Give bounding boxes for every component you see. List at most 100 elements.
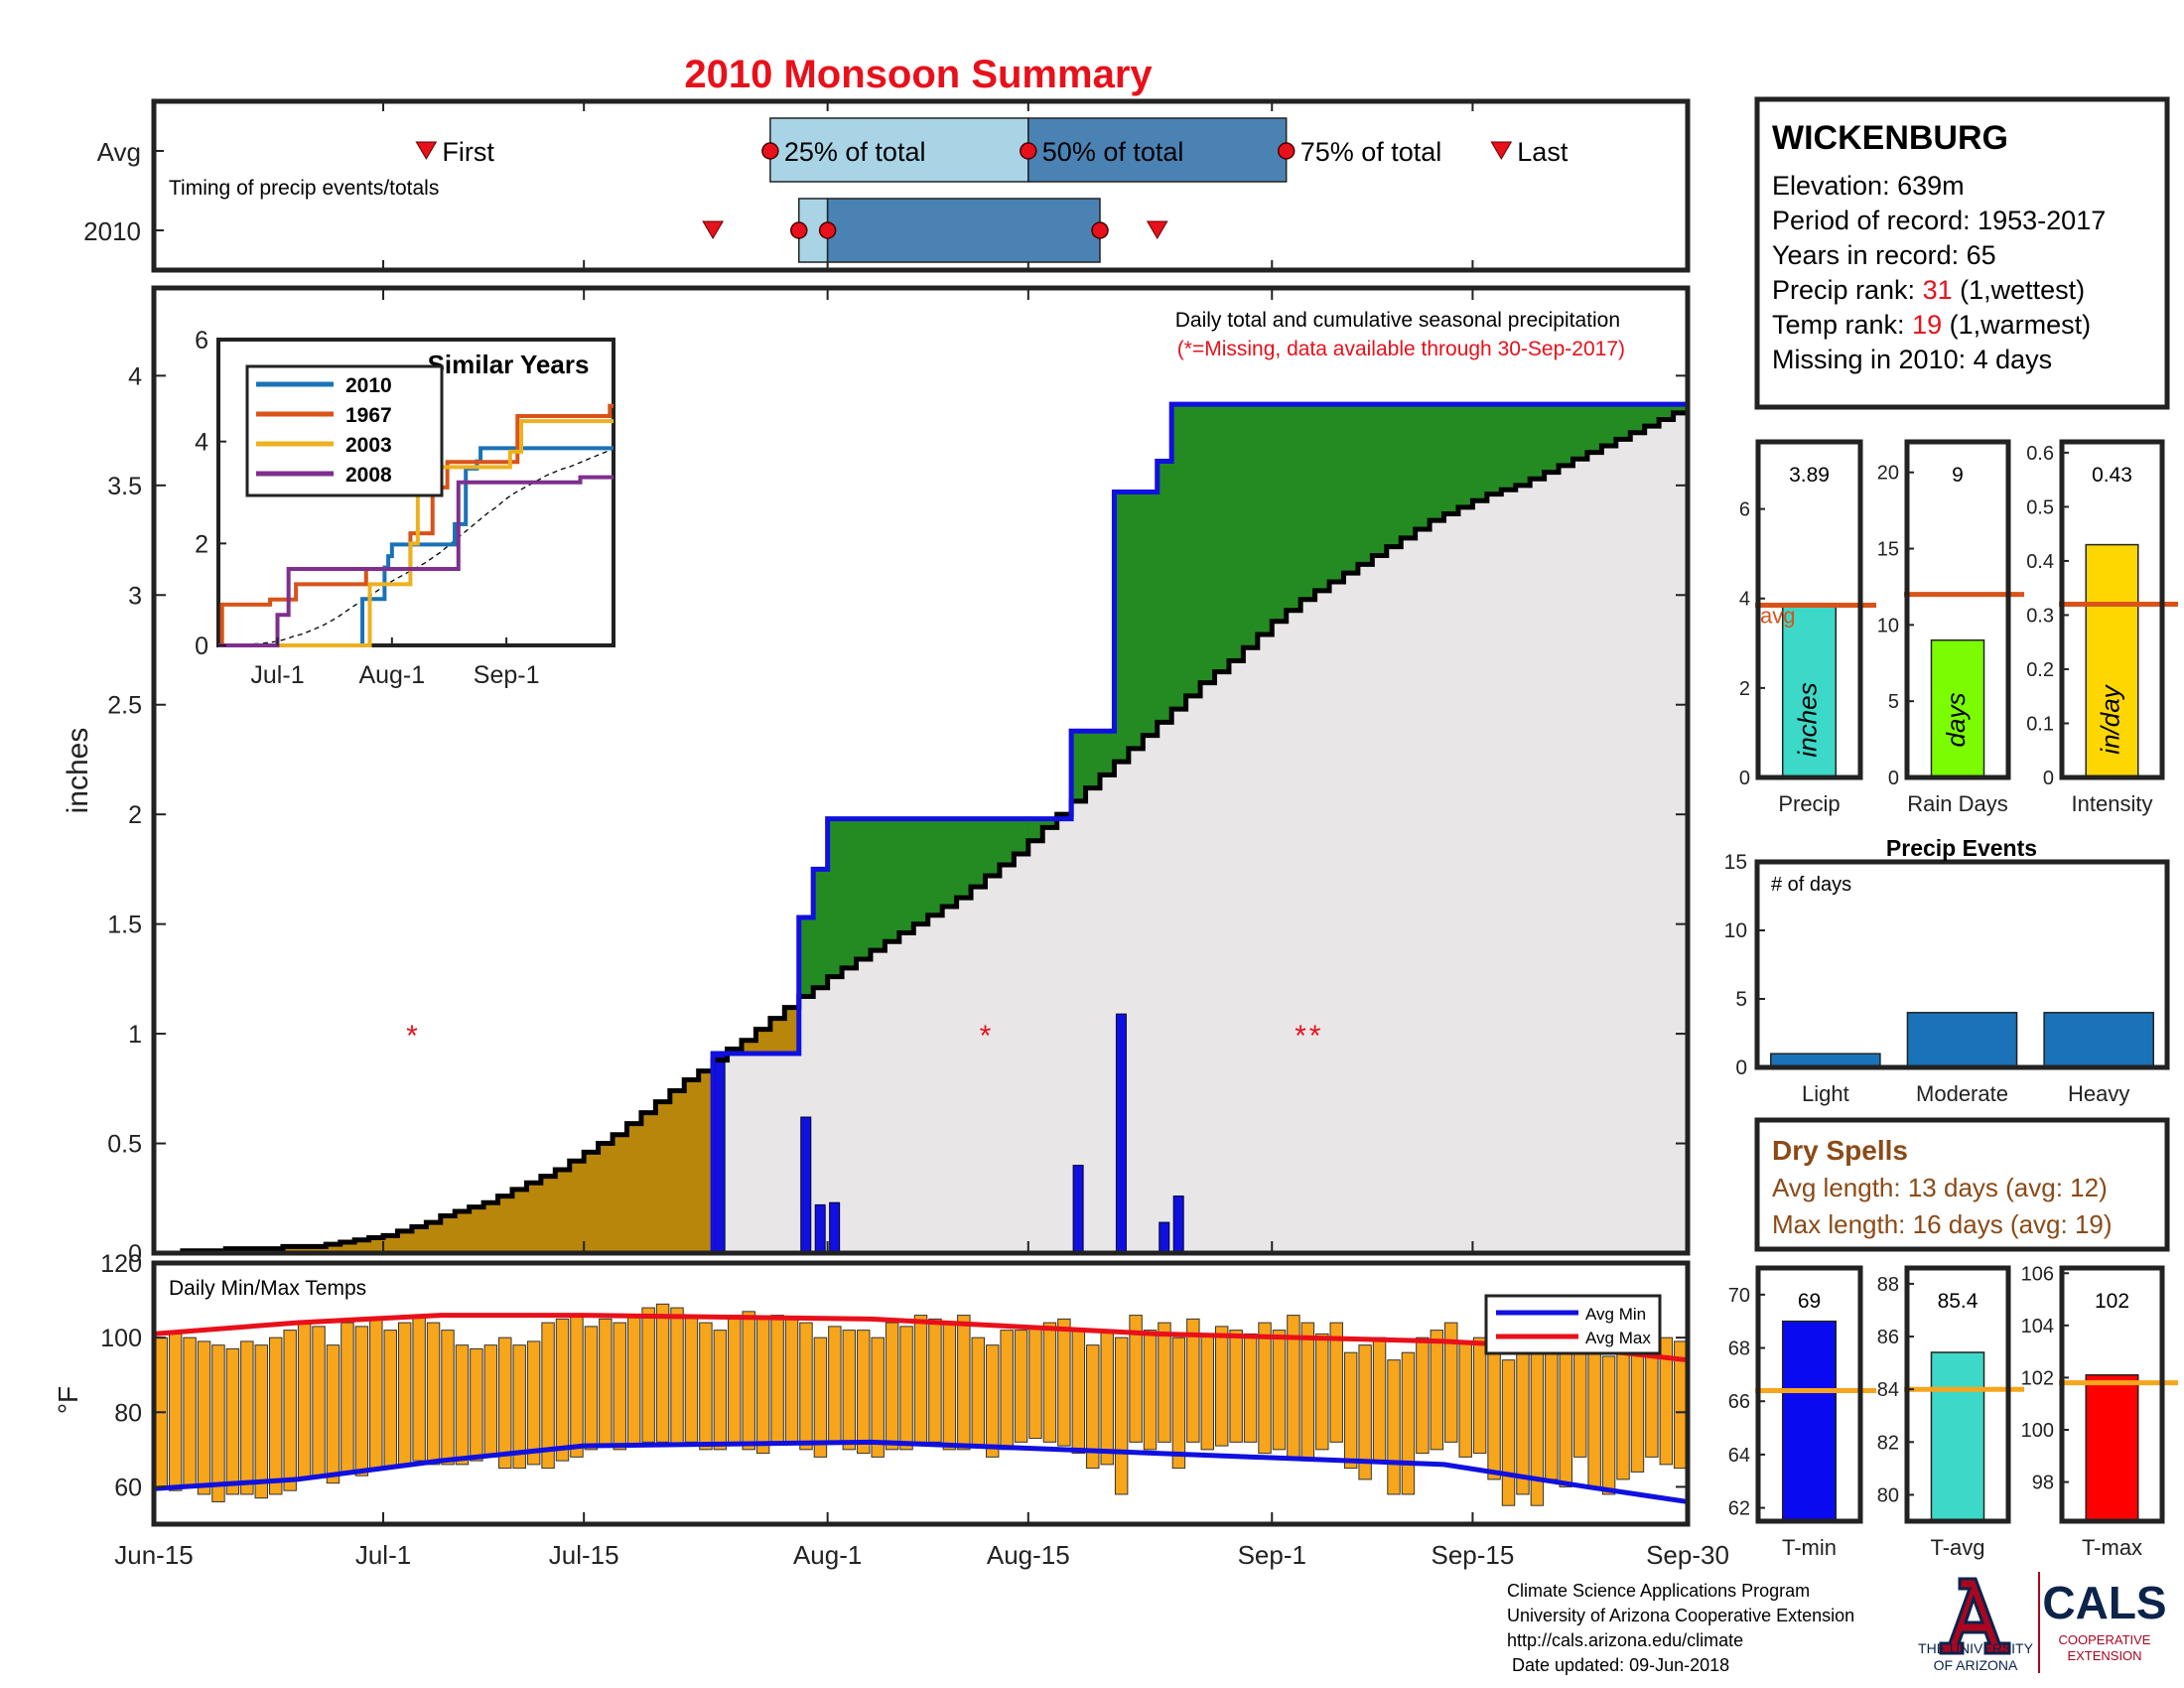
temp-range-bar	[613, 1322, 626, 1451]
daily-precip-bar	[829, 1201, 841, 1254]
temp-range-bar	[1186, 1318, 1200, 1443]
above-avg-fill	[1630, 404, 1646, 433]
stat-y-tick-label: 102	[2021, 1367, 2054, 1389]
below-fill	[1099, 774, 1116, 1253]
below-fill	[985, 876, 1001, 1253]
below-fill	[942, 906, 958, 1253]
below-fill	[1615, 439, 1631, 1254]
inset-x-tick-label: Sep-1	[474, 661, 540, 689]
temp-range-bar	[1114, 1336, 1129, 1495]
temp-range-bar	[383, 1330, 397, 1470]
university-of-arizona-logo: THE UNIVERSITY OF ARIZONA CALS COOPERATI…	[1918, 1572, 2167, 1673]
missing-marker: *	[980, 1020, 992, 1053]
stat-y-tick-label: 100	[2021, 1420, 2054, 1442]
temp-range-bar	[728, 1315, 742, 1447]
temp-range-bar	[713, 1330, 728, 1451]
temp-range-bar	[455, 1344, 470, 1466]
station-info-text: Precip rank:	[1772, 275, 1923, 305]
above-avg-fill	[1228, 404, 1244, 661]
stat-unit-label: inches	[1792, 682, 1822, 757]
temp-range-bar	[441, 1330, 455, 1466]
x-tick-label: Jun-15	[114, 1540, 194, 1570]
temp-range-bar	[1042, 1322, 1057, 1443]
missing-marker: *	[1309, 1020, 1321, 1053]
temp-range-bar	[225, 1347, 240, 1495]
below-avg-fill	[511, 1189, 528, 1253]
station-info-text: (1,warmest)	[1942, 310, 2091, 340]
row-label-2010: 2010	[83, 216, 141, 246]
above-avg-fill	[1214, 404, 1230, 672]
temp-range-bar	[957, 1315, 971, 1451]
temp-range-bar	[1545, 1344, 1559, 1480]
above-avg-fill	[1386, 404, 1402, 547]
y-axis-label: inches	[62, 728, 94, 814]
below-avg-fill	[426, 1222, 442, 1253]
below-fill	[1572, 459, 1588, 1253]
stat-frame	[1904, 1265, 2011, 1524]
temp-range-bar	[828, 1326, 842, 1443]
above-avg-fill	[1644, 404, 1660, 427]
temp-range-bar	[599, 1318, 613, 1447]
stat-bar	[1930, 638, 1985, 778]
temp-range-bar	[197, 1340, 211, 1495]
station-info-text: (1,wettest)	[1953, 275, 2086, 305]
below-avg-fill	[297, 1246, 313, 1253]
stat-frame	[1755, 439, 1863, 780]
temp-range-bar	[211, 1344, 225, 1502]
temp-range-bar	[1501, 1359, 1516, 1506]
similar-years-inset: 0 2 4 6 Jul-1 Aug-1 Sep-1 Similar Years 2010 1967…	[195, 327, 615, 689]
events-title: Precip Events	[1886, 835, 2037, 861]
above-avg-fill	[1185, 404, 1201, 696]
below-fill	[1559, 465, 1574, 1253]
above-avg-fill	[1014, 818, 1029, 854]
below-avg-fill	[555, 1170, 571, 1253]
below-avg-fill	[383, 1235, 399, 1253]
y-tick-label: 4	[128, 362, 142, 390]
above-avg-fill	[827, 818, 843, 977]
stat-y-tick-label: 0.2	[2026, 659, 2054, 681]
above-avg-fill	[942, 818, 958, 907]
temp-range-bar	[655, 1303, 670, 1443]
below-fill	[1415, 529, 1431, 1253]
above-avg-fill	[1300, 404, 1316, 600]
stat-y-tick-label: 66	[1728, 1391, 1750, 1413]
y-tick-label: 100	[100, 1325, 142, 1352]
x-tick-label: Aug-1	[793, 1540, 862, 1570]
above-avg-fill	[1114, 492, 1130, 763]
below-fill	[1544, 472, 1560, 1254]
temp-range-bar	[1300, 1322, 1315, 1462]
stat-value-label: 102	[2095, 1290, 2129, 1313]
avg-p75-label: 75% of total	[1300, 137, 1442, 167]
daily-precip-bar	[714, 1053, 726, 1254]
below-avg-fill	[655, 1101, 671, 1253]
dry-spells-max-length: Max length: 16 days (avg: 19)	[1772, 1209, 2113, 1239]
below-fill	[727, 1053, 743, 1253]
temp-range-bar	[885, 1322, 899, 1451]
dry-spells-title: Dry Spells	[1772, 1135, 1908, 1166]
temp-range-bar	[483, 1344, 498, 1458]
temp-range-bar	[269, 1336, 283, 1495]
below-avg-fill	[769, 1018, 785, 1054]
events-ylabel: # of days	[1771, 874, 1851, 896]
legend-label: 2010	[345, 374, 392, 397]
above-avg-fill	[1200, 404, 1216, 683]
inset-legend-box	[245, 364, 444, 497]
stat-y-tick-label: 0	[2043, 768, 2054, 789]
temp-range-bar	[1315, 1333, 1329, 1451]
above-avg-fill	[1515, 404, 1531, 486]
above-avg-fill	[1272, 404, 1288, 622]
below-avg-fill	[640, 1112, 656, 1253]
below-avg-fill	[626, 1123, 642, 1253]
events-y-tick-label: 0	[1735, 1056, 1747, 1079]
temp-range-bar	[555, 1318, 570, 1462]
x-tick-label: Aug-15	[987, 1540, 1070, 1570]
above-avg-fill	[1357, 404, 1373, 565]
above-avg-fill	[1042, 818, 1058, 828]
stat-bar	[1930, 1351, 1985, 1522]
above-avg-fill	[1401, 404, 1417, 538]
inset-y-tick-label: 6	[195, 327, 208, 354]
x-tick-label: Jul-1	[355, 1540, 411, 1570]
temp-range-bar	[1372, 1336, 1387, 1462]
station-info-box: WICKENBURG Elevation: 639m Period of reco…	[1754, 96, 2170, 410]
below-fill	[784, 1053, 800, 1253]
